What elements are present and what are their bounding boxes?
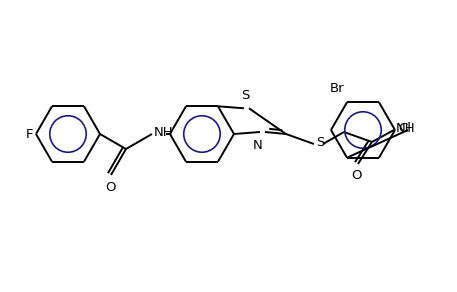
Text: Br: Br xyxy=(329,82,344,95)
Text: S: S xyxy=(241,89,249,102)
Text: NH: NH xyxy=(396,121,415,135)
Text: O: O xyxy=(106,181,116,194)
Text: Cl: Cl xyxy=(398,123,411,135)
Text: S: S xyxy=(316,136,324,150)
Text: NH: NH xyxy=(154,126,174,140)
Text: F: F xyxy=(26,128,33,140)
Text: O: O xyxy=(352,169,362,182)
Text: N: N xyxy=(253,139,263,152)
